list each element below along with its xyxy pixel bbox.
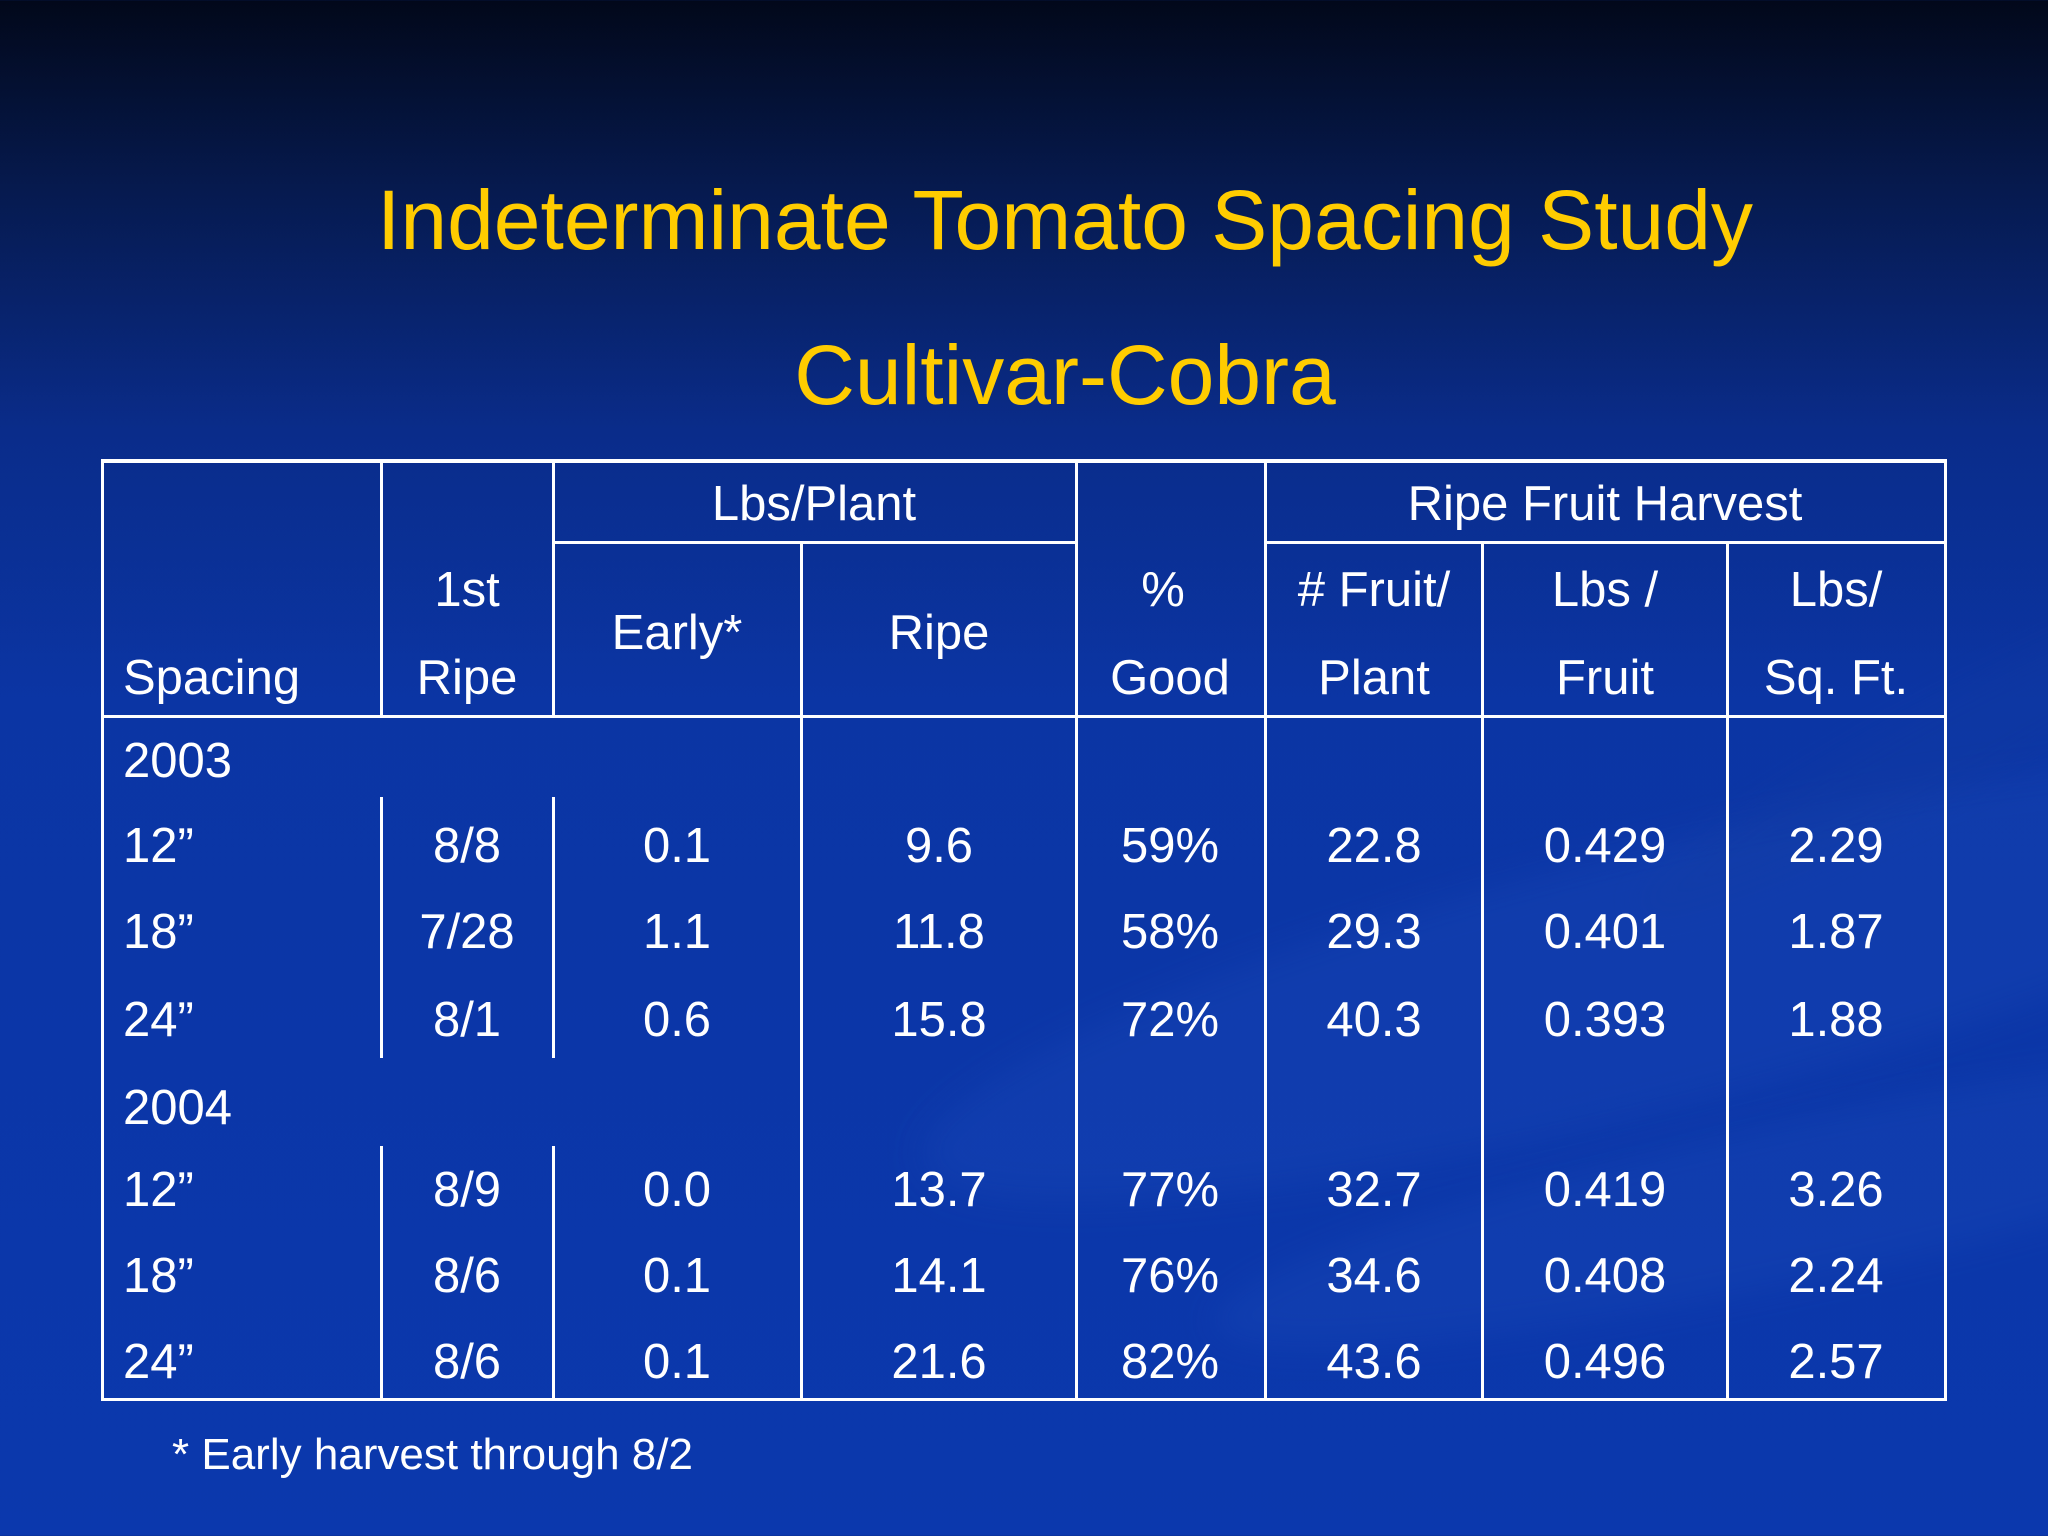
table-cell-lbs-per-sqft: 1.87 — [1788, 905, 1884, 959]
table-cell-spacing: 12” — [123, 1163, 194, 1217]
table-cell-ripe: 21.6 — [891, 1335, 987, 1389]
table-cell-fruit-per-plant: 43.6 — [1326, 1335, 1422, 1389]
table-cell-spacing: 24” — [123, 1335, 194, 1389]
column-divider — [1264, 459, 1267, 1399]
column-header-lbs-per-fruit: Lbs / — [1551, 563, 1659, 617]
table-border-top — [101, 459, 1947, 463]
table-cell-ripe: 11.8 — [893, 905, 985, 959]
table-cell-lbs-per-sqft: 2.24 — [1788, 1249, 1884, 1303]
table-border-left — [101, 459, 104, 1401]
table-cell-lbs-per-fruit: 0.496 — [1543, 1335, 1667, 1389]
column-header-good: % — [1141, 563, 1185, 617]
table-cell-good: 82% — [1120, 1335, 1220, 1389]
table-cell-early: 0.1 — [642, 1249, 712, 1303]
table-cell-lbs-per-fruit: 0.401 — [1543, 905, 1667, 959]
column-header-first-ripe: Ripe — [416, 651, 518, 705]
table-border-right — [1944, 459, 1947, 1401]
table-cell-early: 0.6 — [642, 993, 712, 1047]
column-header-fruit-per-plant: Plant — [1318, 651, 1430, 705]
table-cell-lbs-per-sqft: 2.57 — [1788, 1335, 1884, 1389]
table-cell-good: 59% — [1120, 819, 1220, 873]
table-cell-spacing: 12” — [123, 819, 194, 873]
slide-subtitle: Cultivar-Cobra — [794, 328, 1336, 422]
table-cell-first-ripe: 8/6 — [432, 1335, 502, 1389]
table-cell-first-ripe: 8/8 — [432, 819, 502, 873]
table-cell-early: 1.1 — [642, 905, 712, 959]
table-cell-lbs-per-sqft: 3.26 — [1788, 1163, 1884, 1217]
column-header-spacing: Spacing — [123, 651, 301, 705]
table-cell-fruit-per-plant: 34.6 — [1326, 1249, 1422, 1303]
table-cell-ripe: 15.8 — [891, 993, 987, 1047]
table-cell-spacing: 18” — [123, 1249, 194, 1303]
table-cell-good: 58% — [1120, 905, 1220, 959]
table-cell-lbs-per-fruit: 0.429 — [1543, 819, 1667, 873]
table-cell-spacing: 18” — [123, 905, 194, 959]
column-divider — [552, 459, 555, 717]
column-header-lbs-per-sqft: Sq. Ft. — [1763, 651, 1909, 705]
group-header-lbs-plant: Lbs/Plant — [711, 477, 917, 531]
table-cell-first-ripe: 8/1 — [432, 993, 502, 1047]
column-divider — [1481, 541, 1484, 1399]
column-header-early: Early* — [611, 606, 743, 660]
column-header-lbs-per-fruit: Fruit — [1556, 651, 1654, 705]
column-divider — [552, 797, 555, 1058]
table-cell-lbs-per-sqft: 1.88 — [1788, 993, 1884, 1047]
table-cell-first-ripe: 8/9 — [432, 1163, 502, 1217]
column-header-first-ripe: 1st — [434, 563, 500, 617]
table-cell-good: 77% — [1120, 1163, 1220, 1217]
table-cell-fruit-per-plant: 29.3 — [1326, 905, 1422, 959]
column-divider — [380, 459, 383, 717]
group-header-underline — [1265, 541, 1947, 544]
slide-title: Indeterminate Tomato Spacing Study — [377, 173, 1753, 267]
table-cell-good: 72% — [1120, 993, 1220, 1047]
table-cell-early: 0.1 — [642, 1335, 712, 1389]
column-divider — [380, 1146, 383, 1399]
table-cell-fruit-per-plant: 22.8 — [1326, 819, 1422, 873]
column-header-fruit-per-plant: # Fruit/ — [1297, 563, 1451, 617]
column-divider — [800, 541, 803, 1399]
column-divider — [1075, 459, 1078, 1399]
table-cell-ripe: 9.6 — [904, 819, 974, 873]
table-cell-early: 0.1 — [642, 819, 712, 873]
table-cell-lbs-per-fruit: 0.408 — [1543, 1249, 1667, 1303]
table-cell-first-ripe: 7/28 — [419, 905, 515, 959]
table-border-bottom — [101, 1398, 1947, 1401]
column-header-good: Good — [1110, 651, 1230, 705]
table-cell-lbs-per-fruit: 0.393 — [1543, 993, 1667, 1047]
header-bottom-rule — [101, 715, 1947, 718]
table-cell-fruit-per-plant: 32.7 — [1326, 1163, 1422, 1217]
table-cell-lbs-per-fruit: 0.419 — [1543, 1163, 1667, 1217]
year-label: 2003 — [123, 734, 233, 788]
table-cell-first-ripe: 8/6 — [432, 1249, 502, 1303]
footnote: * Early harvest through 8/2 — [172, 1430, 693, 1479]
year-label: 2004 — [123, 1081, 233, 1135]
column-divider — [1726, 541, 1729, 1399]
table-cell-lbs-per-sqft: 2.29 — [1788, 819, 1884, 873]
table-cell-spacing: 24” — [123, 993, 194, 1047]
table-cell-ripe: 14.1 — [891, 1249, 987, 1303]
group-header-underline — [552, 541, 1076, 544]
column-header-ripe: Ripe — [888, 606, 990, 660]
group-header-ripe-fruit-harvest: Ripe Fruit Harvest — [1407, 477, 1803, 531]
table-cell-good: 76% — [1120, 1249, 1220, 1303]
table-cell-early: 0.0 — [642, 1163, 712, 1217]
table-cell-ripe: 13.7 — [891, 1163, 987, 1217]
column-divider — [380, 797, 383, 1058]
column-divider — [552, 1146, 555, 1399]
column-header-lbs-per-sqft: Lbs/ — [1789, 563, 1883, 617]
table-cell-fruit-per-plant: 40.3 — [1326, 993, 1422, 1047]
